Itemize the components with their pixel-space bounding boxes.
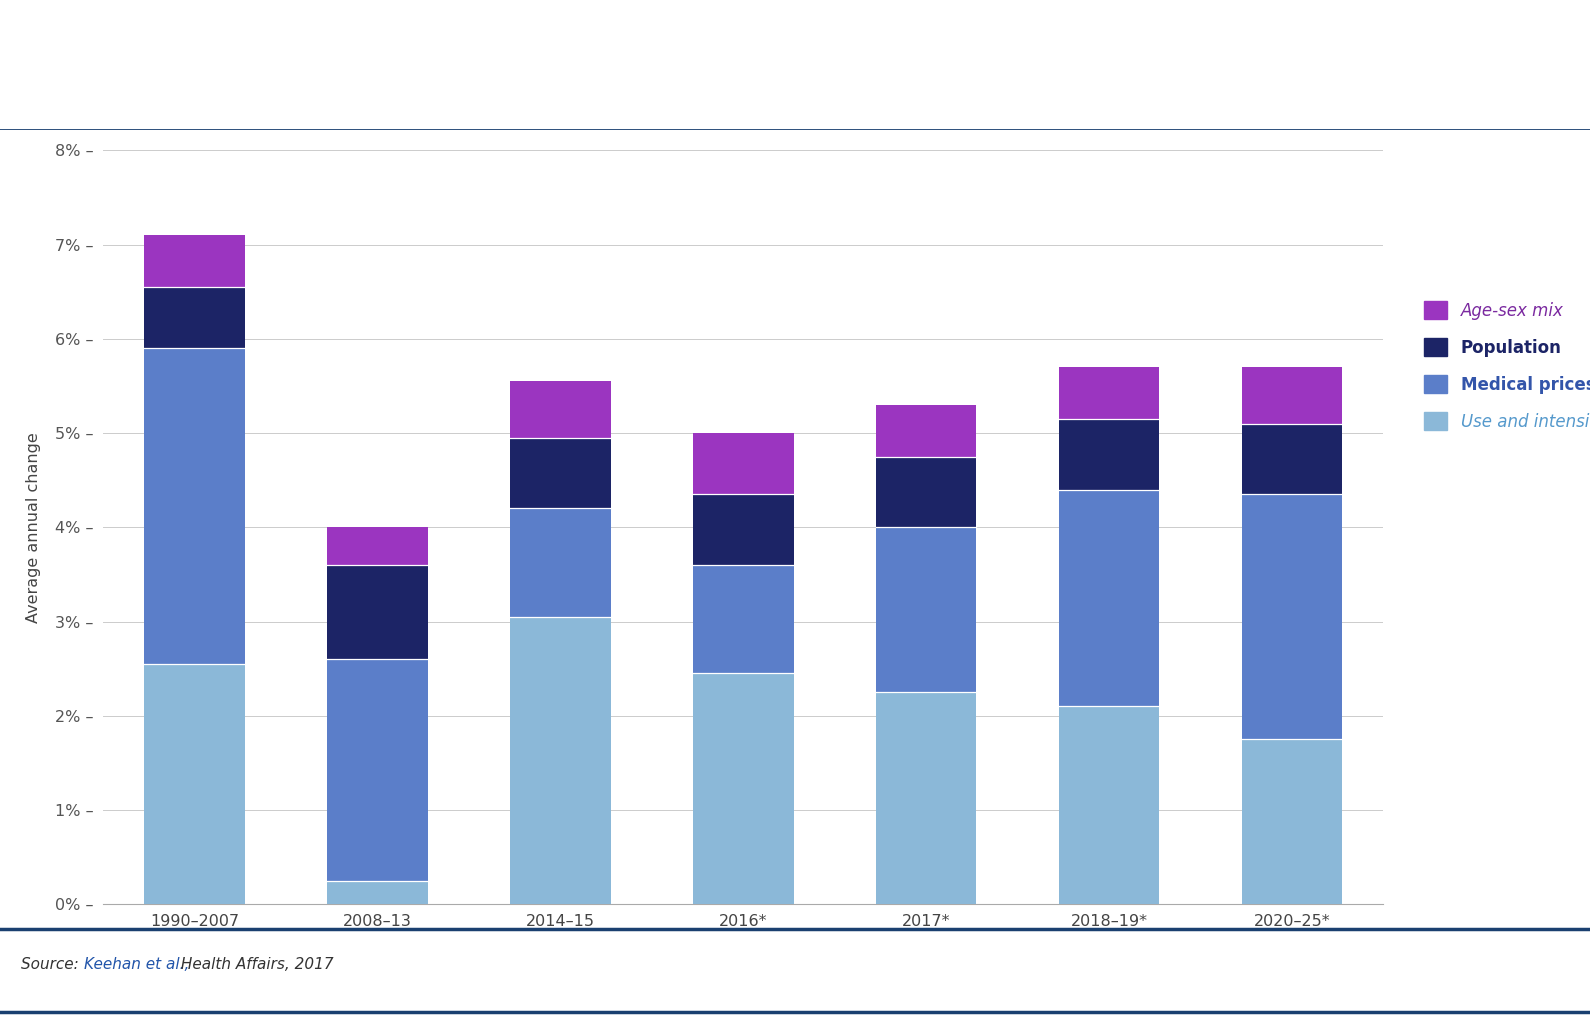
Bar bbox=[1242, 367, 1342, 424]
Text: Source:: Source: bbox=[21, 957, 83, 971]
Bar bbox=[876, 692, 976, 904]
Bar bbox=[145, 348, 245, 663]
Bar bbox=[1059, 367, 1159, 419]
Bar bbox=[693, 565, 793, 674]
Y-axis label: Average annual change: Average annual change bbox=[25, 432, 41, 623]
Bar bbox=[510, 381, 611, 438]
Legend: Age-sex mix, Population, Medical prices, Use and intensity: Age-sex mix, Population, Medical prices,… bbox=[1417, 295, 1590, 438]
Bar bbox=[1242, 424, 1342, 495]
Bar bbox=[1242, 740, 1342, 904]
Bar bbox=[510, 617, 611, 904]
Text: Figure 2: Figure 2 bbox=[21, 28, 118, 49]
Bar bbox=[876, 527, 976, 692]
Bar bbox=[510, 508, 611, 617]
Bar bbox=[1242, 495, 1342, 740]
Bar bbox=[693, 674, 793, 904]
Bar bbox=[876, 456, 976, 527]
Bar bbox=[1059, 419, 1159, 490]
Bar bbox=[693, 495, 793, 565]
Text: Health Affairs, 2017: Health Affairs, 2017 bbox=[176, 957, 334, 971]
Bar bbox=[328, 527, 428, 565]
Text: Keehan et al.,: Keehan et al., bbox=[84, 957, 189, 971]
Bar bbox=[876, 404, 976, 456]
Bar bbox=[1059, 490, 1159, 706]
Bar bbox=[145, 235, 245, 287]
Bar bbox=[693, 433, 793, 495]
Bar bbox=[145, 287, 245, 348]
Bar bbox=[328, 659, 428, 881]
Bar bbox=[328, 565, 428, 659]
Text: Factors Accounting for Actual and Projected Growth in Personal Health Care Expen: Factors Accounting for Actual and Projec… bbox=[21, 78, 739, 93]
Bar bbox=[1059, 706, 1159, 904]
Bar bbox=[328, 881, 428, 904]
Bar bbox=[145, 663, 245, 904]
Bar bbox=[510, 438, 611, 508]
